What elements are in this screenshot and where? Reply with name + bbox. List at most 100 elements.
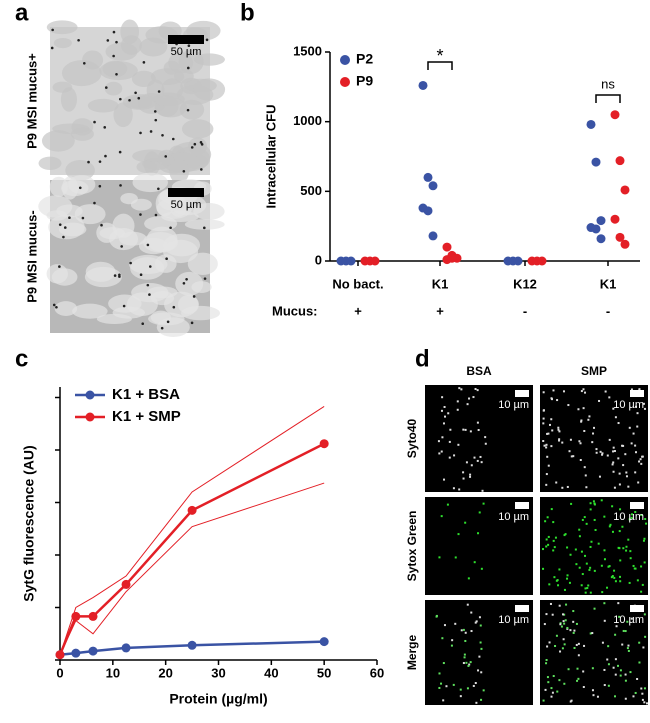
cell-signal	[638, 641, 641, 644]
y-tick-label: 0	[315, 252, 322, 267]
cell-signal	[562, 638, 565, 641]
bacterium	[58, 223, 62, 226]
y-tick-label: 1000	[293, 113, 322, 128]
cell-signal	[457, 533, 460, 536]
cell-signal	[435, 615, 438, 618]
cell-signal	[572, 620, 575, 623]
cell-signal	[618, 547, 621, 550]
cell-signal	[637, 481, 640, 484]
cell-signal	[443, 624, 446, 627]
cell-signal	[603, 684, 606, 687]
row-label: P9 MSI mucus+	[24, 53, 39, 149]
cell-signal	[555, 481, 558, 484]
cell-signal	[601, 453, 604, 456]
cell	[71, 118, 94, 136]
y-tick-label: 500	[300, 183, 322, 198]
bacterium	[98, 160, 102, 163]
row-label: Mucus:	[272, 303, 318, 318]
cell	[61, 60, 102, 87]
cell-signal	[585, 522, 588, 525]
cell-signal	[619, 580, 622, 583]
bracket	[427, 61, 453, 70]
data-point	[447, 253, 457, 263]
cell	[65, 159, 95, 181]
cell-signal	[452, 487, 455, 490]
cell-signal	[481, 489, 484, 492]
cell-signal	[470, 630, 473, 633]
cell-signal	[468, 397, 471, 400]
cell-signal	[474, 387, 477, 390]
cell	[53, 37, 72, 49]
data-point	[121, 643, 131, 653]
bacterium	[118, 150, 122, 154]
cell-signal	[612, 446, 615, 449]
cell-signal	[587, 418, 590, 421]
bacterium	[83, 61, 86, 65]
cell-signal	[556, 399, 559, 402]
cell-signal	[600, 564, 603, 567]
cell-signal	[469, 475, 472, 478]
cell-signal	[630, 513, 633, 516]
cell-signal	[643, 407, 646, 410]
cell-signal	[604, 390, 607, 393]
cell	[56, 204, 83, 218]
cell-signal	[609, 523, 612, 526]
bacterium	[87, 160, 90, 164]
cell-signal	[546, 432, 549, 435]
bacterium	[134, 91, 137, 95]
cell-signal	[547, 543, 550, 546]
cell	[156, 317, 190, 338]
bacterium	[104, 154, 107, 158]
cell-signal	[591, 689, 594, 692]
bacterium	[128, 98, 131, 102]
cell-signal	[542, 699, 545, 702]
cell-signal	[542, 567, 545, 570]
cell-signal	[470, 464, 473, 467]
cell	[132, 172, 168, 193]
row-value: +	[354, 303, 362, 318]
data-point	[88, 646, 98, 656]
cell-signal	[644, 635, 647, 638]
bacterium	[154, 118, 158, 122]
cell-signal	[580, 419, 583, 422]
cell-signal	[578, 535, 581, 538]
cell-signal	[555, 634, 558, 637]
cell-signal	[567, 404, 570, 407]
cell-signal	[558, 438, 561, 441]
cell-signal	[557, 584, 560, 587]
cell-signal	[588, 415, 591, 418]
row-label: P9 MSI mucus-	[24, 210, 39, 302]
bacterium	[50, 46, 54, 50]
cell-signal	[611, 575, 614, 578]
panel-letter: a	[15, 0, 29, 26]
cell-signal	[636, 579, 639, 582]
bacterium	[148, 265, 152, 268]
cell-signal	[437, 440, 440, 443]
cell-signal	[546, 455, 549, 458]
cell-signal	[545, 662, 548, 665]
cell-signal	[643, 537, 646, 540]
cell-signal	[563, 534, 566, 537]
data-point	[423, 172, 433, 182]
cell-signal	[438, 686, 441, 689]
cell-signal	[575, 622, 578, 625]
cell-signal	[473, 456, 476, 459]
cell-signal	[593, 503, 596, 506]
bacterium	[137, 96, 141, 100]
cell-signal	[472, 684, 475, 687]
cell-signal	[635, 405, 638, 408]
cell-signal	[444, 415, 447, 418]
cell-signal	[643, 687, 646, 690]
cell-signal	[546, 516, 549, 519]
scale-label: 10 µm	[613, 511, 644, 523]
cell-signal	[441, 396, 444, 399]
cell-signal	[614, 658, 617, 661]
cell-signal	[479, 455, 482, 458]
bacterium	[55, 305, 58, 309]
x-tick-label: K1	[600, 276, 617, 291]
cell-signal	[565, 603, 568, 606]
row-value: -	[523, 303, 527, 318]
cell-signal	[559, 622, 562, 625]
cell-signal	[615, 625, 618, 628]
